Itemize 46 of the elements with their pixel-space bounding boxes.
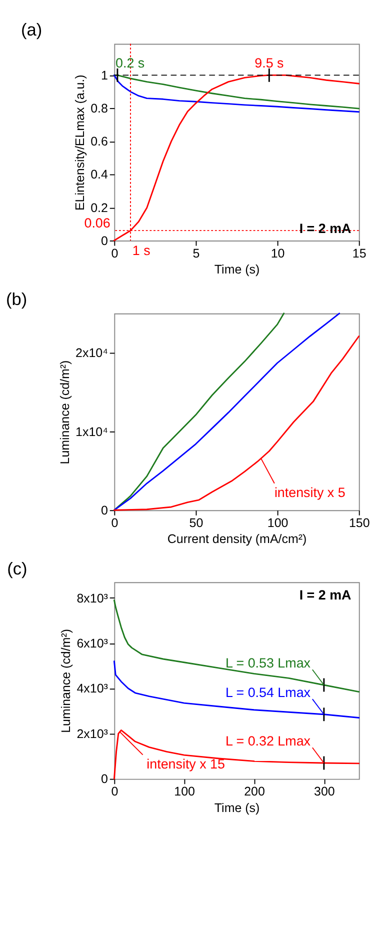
- y-tick-label: 1x10⁴: [76, 424, 108, 439]
- y-tick-label: 2x10⁴: [76, 346, 108, 360]
- x-tick-label: 150: [348, 516, 370, 530]
- annotation: intensity x 5: [274, 484, 346, 500]
- ref-line-label: 1 s: [132, 242, 151, 258]
- chart-title: (a): [21, 20, 42, 40]
- x-tick-label: 0: [111, 516, 118, 530]
- x-tick-label: 300: [314, 784, 335, 799]
- x-tick-label: 10: [270, 246, 285, 260]
- y-tick-label: 2x10³: [76, 726, 108, 741]
- y-axis-title: Luminance (cd/m²): [59, 628, 74, 733]
- x-tick-label: 0: [111, 246, 118, 260]
- y-tick-label: 6x10³: [76, 636, 108, 650]
- annotation: 0.2 s: [116, 56, 145, 71]
- y-tick-label: 1: [101, 68, 108, 83]
- x-tick-label: 5: [192, 246, 200, 260]
- y-tick-label: 0.6: [90, 134, 108, 149]
- annotation: L = 0.32 Lmax: [226, 734, 311, 749]
- x-tick-label: 100: [174, 784, 196, 799]
- y-tick-label: 0: [101, 772, 108, 786]
- y-axis-title: ELintensity/ELmax (a.u.): [72, 74, 87, 211]
- chart-title: (c): [7, 558, 28, 578]
- ref-line-label: 0.06: [84, 216, 110, 231]
- y-tick-label: 0: [101, 234, 108, 248]
- x-tick-label: 100: [267, 516, 288, 530]
- x-tick-label: 15: [352, 246, 366, 260]
- y-axis-title: Luminance (cd/m²): [58, 360, 72, 464]
- y-tick-label: 8x10³: [76, 591, 108, 606]
- x-tick-label: 200: [244, 784, 265, 799]
- y-tick-label: 0.4: [90, 168, 108, 182]
- x-tick-label: 50: [189, 516, 204, 530]
- annotation: I = 2 mA: [299, 220, 352, 236]
- y-tick-label: 4x10³: [76, 682, 108, 696]
- x-tick-label: 0: [111, 784, 118, 799]
- annotation: L = 0.54 Lmax: [226, 685, 311, 700]
- annotation: L = 0.53 Lmax: [226, 656, 311, 671]
- y-tick-label: 0.8: [90, 102, 108, 116]
- y-tick-label: 0.2: [90, 200, 108, 215]
- annotation: I = 2 mA: [299, 587, 352, 602]
- annotation: 9.5 s: [254, 56, 284, 71]
- annotation: intensity x 15: [146, 756, 225, 772]
- chart-title: (b): [6, 289, 28, 310]
- x-axis-title: Time (s): [214, 800, 260, 815]
- x-axis-title: Current density (mA/cm²): [167, 532, 307, 546]
- x-axis-title: Time (s): [214, 262, 260, 277]
- y-tick-label: 0: [101, 503, 108, 518]
